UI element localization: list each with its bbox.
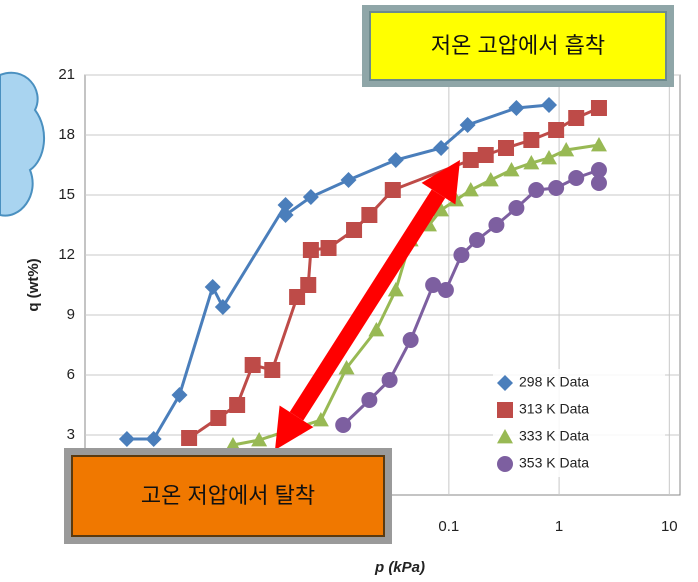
arrow-shaft	[289, 189, 446, 421]
point	[548, 122, 565, 138]
point	[214, 299, 231, 315]
y-tick-label: 21	[58, 66, 75, 83]
point	[384, 182, 401, 198]
x-tick-label: 0.1	[438, 518, 459, 535]
point	[541, 97, 558, 113]
y-tick-label: 12	[58, 246, 75, 263]
point	[433, 140, 450, 156]
point	[488, 217, 505, 233]
point	[338, 360, 355, 375]
point	[548, 180, 565, 196]
x-axis-label: p (kPa)	[374, 559, 425, 576]
point	[312, 412, 329, 427]
marks	[118, 97, 607, 452]
point	[437, 282, 454, 298]
point	[469, 232, 486, 248]
point	[361, 207, 378, 223]
point	[277, 207, 294, 223]
point	[459, 117, 476, 133]
point	[340, 172, 357, 188]
point	[558, 142, 575, 157]
point	[590, 162, 607, 178]
point	[590, 100, 607, 116]
point	[497, 402, 513, 418]
y-tick-label: 9	[67, 306, 75, 323]
legend-label: 333 K Data	[519, 428, 589, 444]
point	[251, 432, 268, 447]
point	[210, 410, 227, 426]
legend-label: 353 K Data	[519, 455, 589, 471]
point	[264, 362, 281, 378]
point	[224, 437, 241, 452]
note-text: 저온 고압에서 흡착	[431, 33, 605, 58]
point	[204, 279, 221, 295]
point	[387, 282, 404, 297]
point	[302, 242, 319, 258]
point	[320, 240, 337, 256]
point	[528, 182, 545, 198]
note-box	[369, 11, 667, 81]
point	[335, 417, 352, 433]
point	[171, 387, 188, 403]
point	[508, 100, 525, 116]
point	[482, 172, 499, 187]
point	[368, 322, 385, 337]
point	[447, 192, 464, 207]
point	[453, 247, 470, 263]
y-tick-label: 18	[58, 126, 75, 143]
y-tick-label: 3	[67, 426, 75, 443]
y-tick-label: 6	[67, 366, 75, 383]
point	[361, 392, 378, 408]
point	[523, 155, 540, 170]
point	[541, 150, 558, 165]
point	[387, 152, 404, 168]
point	[300, 277, 317, 293]
point	[462, 152, 479, 168]
note-box	[71, 455, 385, 537]
point	[498, 140, 515, 156]
point	[503, 162, 520, 177]
x-tick-label: 10	[661, 518, 678, 535]
point	[433, 202, 450, 217]
point	[568, 170, 585, 186]
point	[229, 397, 246, 413]
point	[145, 431, 162, 447]
legend-box	[493, 369, 665, 477]
point	[277, 197, 294, 213]
note-text: 고온 저압에서 탈착	[141, 483, 315, 508]
point	[381, 372, 398, 388]
point	[118, 431, 135, 447]
point	[508, 200, 525, 216]
point	[181, 430, 198, 446]
point	[477, 147, 494, 163]
legend: 298 K Data 313 K Data 333 K Data 353 K Data	[493, 369, 665, 477]
point	[462, 182, 479, 197]
point	[590, 137, 607, 152]
point	[568, 110, 585, 126]
point	[346, 222, 363, 238]
legend-label: 313 K Data	[519, 401, 589, 417]
x-tick-label: 1	[555, 518, 563, 535]
point	[590, 175, 607, 191]
arrow-head	[421, 160, 460, 205]
point	[497, 456, 513, 472]
point	[244, 357, 261, 373]
point	[302, 189, 319, 205]
arrow-head	[275, 405, 314, 450]
fit-line	[126, 103, 550, 441]
point	[425, 277, 442, 293]
point	[402, 332, 419, 348]
point	[523, 132, 540, 148]
y-tick-label: 15	[58, 186, 75, 203]
legend-label: 298 K Data	[519, 374, 589, 390]
point	[497, 429, 513, 444]
y-axis-label: q (wt%)	[25, 258, 42, 311]
point	[497, 375, 513, 391]
cloud-shape	[0, 71, 46, 217]
